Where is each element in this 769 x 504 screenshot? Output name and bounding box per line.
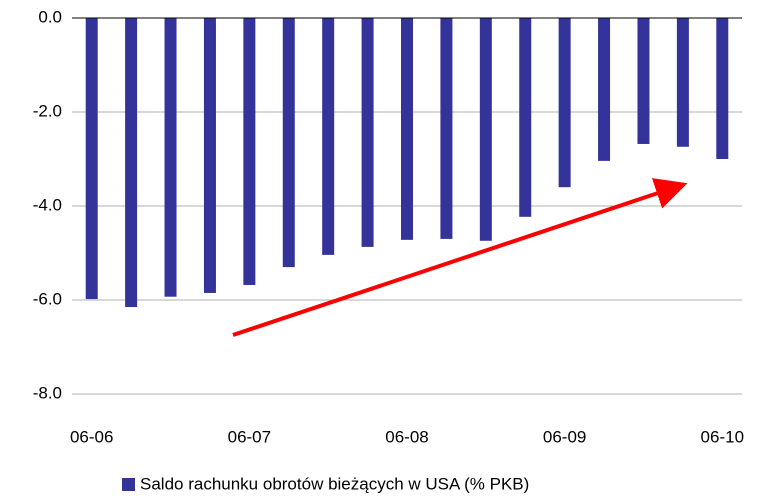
bar [361, 18, 374, 247]
bar [519, 18, 532, 217]
bar [243, 18, 256, 285]
x-tick-label: 06-09 [543, 427, 586, 446]
bar [125, 18, 138, 308]
bar [164, 18, 177, 297]
bar [558, 18, 571, 188]
x-tick-label: 06-10 [701, 427, 744, 446]
x-tick-label: 06-06 [70, 427, 113, 446]
bar [479, 18, 492, 241]
bar [85, 18, 98, 300]
bar [637, 18, 650, 144]
bar [440, 18, 453, 239]
bar [676, 18, 689, 147]
y-tick-label: -2.0 [33, 101, 62, 120]
trend-arrow [232, 178, 688, 337]
x-tick-label: 06-07 [228, 427, 271, 446]
y-tick-label: 0.0 [38, 7, 62, 26]
y-tick-label: -4.0 [33, 195, 62, 214]
bar [282, 18, 295, 268]
y-tick-label: -8.0 [33, 383, 62, 402]
bar [322, 18, 335, 255]
x-tick-label: 06-08 [385, 427, 428, 446]
y-tick-label: -6.0 [33, 289, 62, 308]
bar [203, 18, 216, 293]
bar [598, 18, 611, 161]
bar [716, 18, 729, 159]
legend-swatch [122, 478, 135, 491]
legend-label: Saldo rachunku obrotów bieżących w USA (… [140, 474, 529, 493]
bar [401, 18, 413, 240]
